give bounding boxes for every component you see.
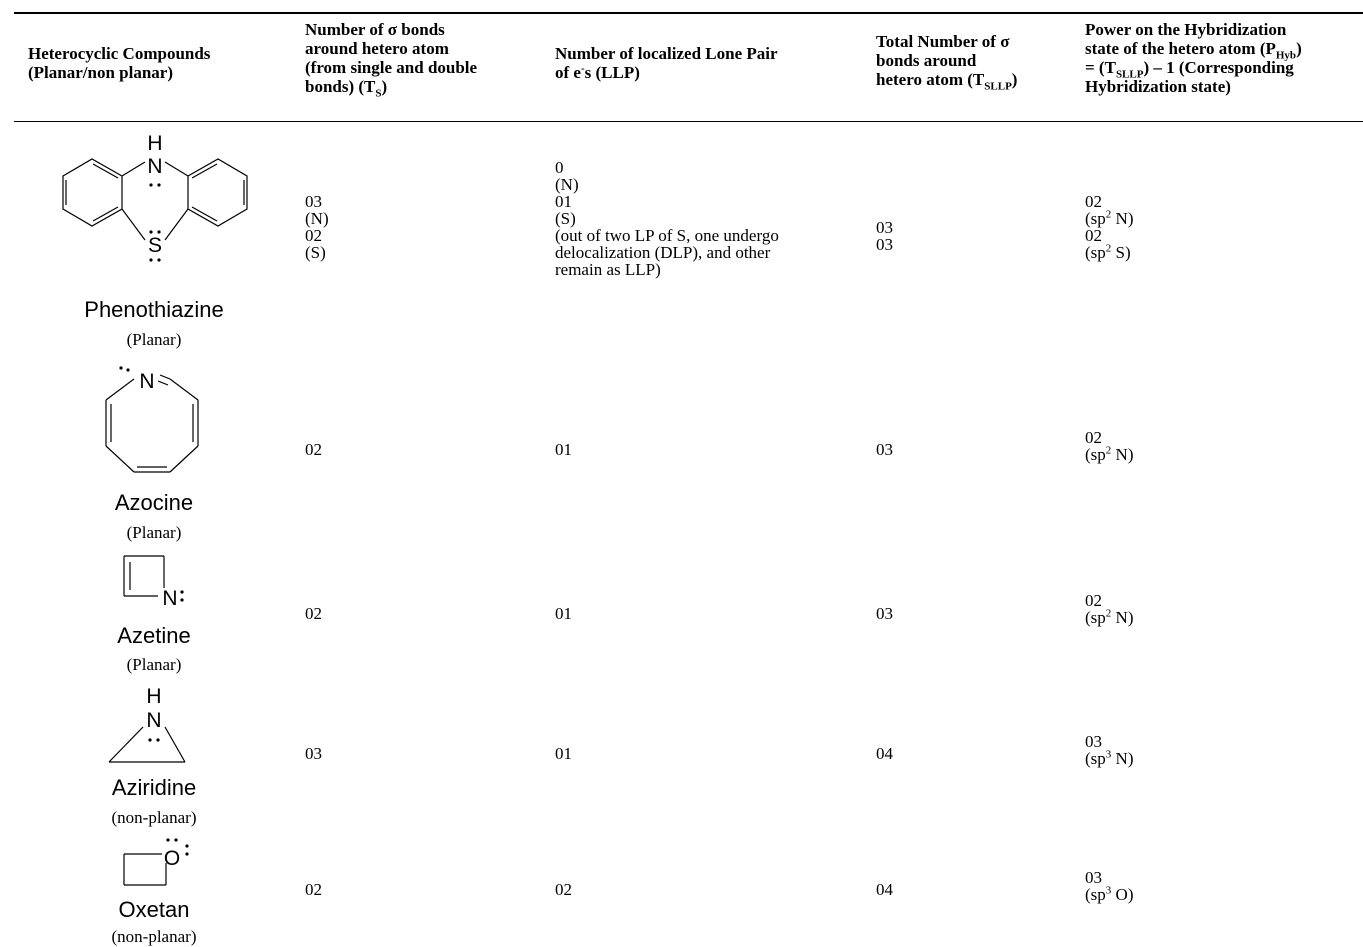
table-header-rule (14, 121, 1363, 122)
tsllp-phenothiazine: 03 03 (876, 218, 893, 254)
oxetan-o-atom: O (164, 847, 180, 870)
compound-type-aziridine: (non-planar) (111, 808, 197, 827)
tsllp-oxetan: 04 (876, 880, 893, 899)
llp-azocine: 01 (555, 440, 572, 459)
phyb-oxetan: 03 (sp3 O) (1085, 868, 1134, 904)
ts-aziridine: 03 (305, 744, 322, 763)
azetine-structure: N (123, 555, 184, 610)
compound-name-aziridine: Aziridine (111, 775, 197, 800)
aziridine-structure: H N (108, 685, 186, 763)
header-ts: Number of σ bonds around hetero atom (fr… (305, 20, 478, 100)
header-compounds: Heterocyclic Compounds (Planar/non plana… (28, 44, 211, 82)
phyb-azocine: 02 (sp2 N) (1085, 428, 1134, 464)
phenothiazine-structure: H N S (62, 132, 248, 262)
azetine-n-atom: N (162, 587, 177, 610)
compound-name-phenothiazine: Phenothiazine (84, 297, 224, 322)
phyb-phenothiazine: 02 (sp2 N) 02 (sp2 S) (1085, 192, 1134, 262)
phyb-azetine: 02 (sp2 N) (1085, 591, 1134, 627)
oxetan-structure: O (123, 838, 189, 886)
tsllp-aziridine: 04 (876, 744, 893, 763)
compound-name-oxetan: Oxetan (118, 897, 190, 922)
azocine-n-atom: N (139, 370, 154, 393)
llp-azetine: 01 (555, 604, 572, 623)
llp-phenothiazine: 0 (N) 01 (S) (out of two LP of S, one un… (555, 158, 779, 279)
header-llp: Number of localized Lone Pair of e-s (LL… (555, 44, 778, 82)
azocine-structure: N (105, 366, 199, 473)
compound-type-azetine: (Planar) (126, 655, 182, 674)
compound-name-azocine: Azocine (114, 490, 194, 515)
compound-type-oxetan: (non-planar) (111, 927, 197, 946)
header-phyb: Power on the Hybridization state of the … (1085, 20, 1302, 96)
compound-type-phenothiazine: (Planar) (126, 330, 182, 349)
llp-oxetan: 02 (555, 880, 572, 899)
ts-phenothiazine: 03 (N) 02 (S) (305, 192, 329, 262)
header-tsllp: Total Number of σ bonds around hetero at… (876, 32, 1018, 93)
phenothiazine-h-atom: H (147, 132, 162, 155)
phenothiazine-n-atom: N (147, 155, 162, 178)
phenothiazine-s-atom: S (148, 234, 162, 257)
ts-azetine: 02 (305, 604, 322, 623)
compound-type-azocine: (Planar) (126, 523, 182, 542)
ts-oxetan: 02 (305, 880, 322, 899)
compound-name-azetine: Azetine (117, 623, 191, 648)
aziridine-n-atom: N (146, 709, 161, 732)
ts-azocine: 02 (305, 440, 322, 459)
phyb-aziridine: 03 (sp3 N) (1085, 732, 1134, 768)
aziridine-h-atom: H (146, 685, 161, 708)
table-top-rule (14, 12, 1363, 14)
llp-aziridine: 01 (555, 744, 572, 763)
tsllp-azetine: 03 (876, 604, 893, 623)
tsllp-azocine: 03 (876, 440, 893, 459)
